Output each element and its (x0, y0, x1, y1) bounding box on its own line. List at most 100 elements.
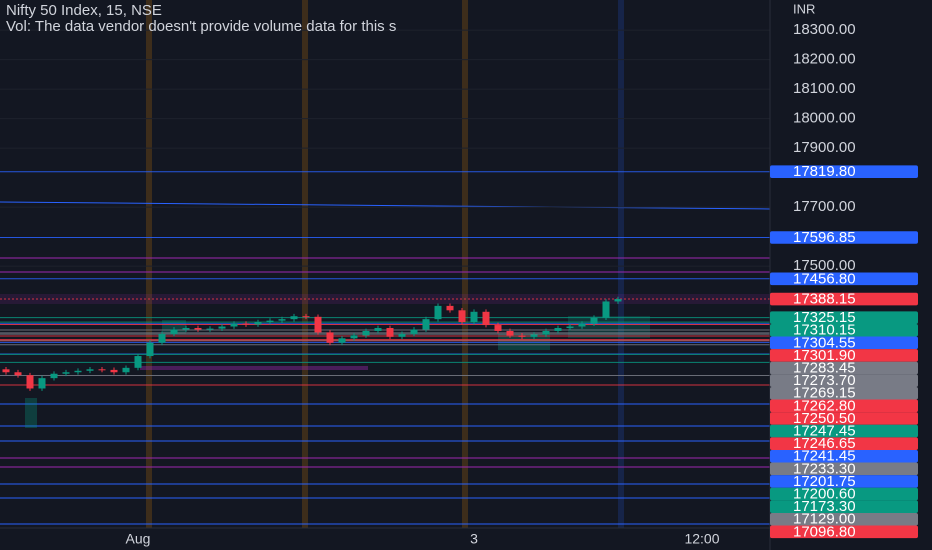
price-label: 17301.90 (793, 347, 856, 364)
candle-body (518, 335, 526, 337)
price-label-box (770, 437, 918, 450)
price-label: 17596.85 (793, 229, 856, 246)
price-label-box (770, 165, 918, 179)
price-label-box (770, 386, 918, 400)
candle-body (194, 328, 202, 330)
candle-body (170, 329, 178, 334)
price-label-box (770, 412, 918, 425)
candle-body (458, 310, 466, 323)
candle-body (434, 305, 442, 320)
price-label-box (770, 311, 918, 324)
candle-body (146, 342, 154, 357)
price-label-box (770, 336, 918, 350)
candle-body (26, 375, 34, 389)
x-tick-label: Aug (126, 531, 151, 547)
candle-body (278, 319, 286, 321)
price-label: 17201.75 (793, 473, 856, 490)
price-label: 17304.55 (793, 334, 856, 351)
price-label-box (770, 525, 918, 539)
price-label: 17246.65 (793, 435, 856, 452)
y-tick-label: 18100.00 (793, 80, 856, 97)
candle-body (14, 372, 22, 376)
candle-body (398, 333, 406, 337)
x-tick-label: 3 (470, 531, 478, 547)
price-label-box (770, 475, 918, 488)
candle-body (338, 338, 346, 343)
session-band (302, 0, 308, 528)
candle-body (566, 326, 574, 329)
price-label-box (770, 292, 918, 306)
zone (140, 366, 368, 370)
price-label-box (770, 272, 918, 286)
zone (568, 316, 650, 338)
price-label-box (770, 424, 918, 438)
candle-body (470, 311, 478, 323)
candle-body (314, 316, 322, 333)
candle-body (446, 305, 454, 311)
y-tick-label: 17900.00 (793, 139, 856, 156)
price-label: 17173.30 (793, 498, 856, 515)
candle-body (290, 316, 298, 320)
candle-body (38, 378, 46, 389)
price-label: 17269.15 (793, 385, 856, 402)
price-label: 17241.45 (793, 448, 856, 465)
price-label-box (770, 500, 918, 513)
candle-body (302, 316, 310, 318)
candle-body (158, 333, 166, 343)
price-label: 17247.45 (793, 423, 856, 440)
candle-body (530, 334, 538, 337)
decorations (0, 0, 771, 528)
session-band (462, 0, 468, 528)
candle-body (62, 372, 70, 374)
x-tick-label: 12:00 (684, 531, 719, 547)
price-label-box (770, 399, 918, 413)
price-label-box (770, 349, 918, 362)
plot (0, 29, 770, 391)
candle-body (110, 369, 118, 373)
price-label-box (770, 462, 918, 476)
price-label-box (770, 449, 918, 463)
price-label: 17262.80 (793, 397, 856, 414)
chart-subtitle: Vol: The data vendor doesn't provide vol… (6, 18, 396, 35)
candle-body (206, 328, 214, 330)
price-label-box (770, 374, 918, 387)
session-band (618, 0, 624, 528)
price-label-box (770, 487, 918, 501)
price-label: 17096.80 (793, 523, 856, 540)
price-label-box (770, 231, 918, 244)
y-tick-label: 18000.00 (793, 110, 856, 127)
price-label: 17250.50 (793, 410, 856, 427)
candle-body (362, 330, 370, 336)
candle-body (590, 317, 598, 324)
zone (25, 398, 37, 428)
candle-body (482, 311, 490, 326)
trend-line (0, 201, 771, 210)
candle-body (422, 319, 430, 330)
price-label-box (770, 512, 918, 526)
candle-body (554, 328, 562, 331)
candle-body (86, 369, 94, 371)
price-label: 17273.70 (793, 372, 856, 389)
candle-body (494, 325, 502, 331)
candle-body (74, 370, 82, 373)
candle-body (542, 330, 550, 335)
price-label: 17310.15 (793, 322, 856, 339)
candle-body (614, 299, 622, 302)
chart-title: Nifty 50 Index, 15, NSE (6, 2, 162, 19)
y-tick-label: 18300.00 (793, 21, 856, 38)
price-label: 17456.80 (793, 270, 856, 287)
candle-body (218, 326, 226, 329)
price-label-box (770, 361, 918, 375)
price-label: 17819.80 (793, 163, 856, 180)
axis-unit: INR (793, 1, 815, 16)
price-label: 17325.15 (793, 309, 856, 326)
price-label: 17200.60 (793, 486, 856, 503)
candle-body (2, 369, 10, 373)
candle-body (50, 373, 58, 379)
candle-body (386, 328, 394, 337)
y-tick-label: 17500.00 (793, 257, 856, 274)
candle-body (122, 367, 130, 373)
candle-body (374, 328, 382, 331)
candle-body (506, 330, 514, 336)
